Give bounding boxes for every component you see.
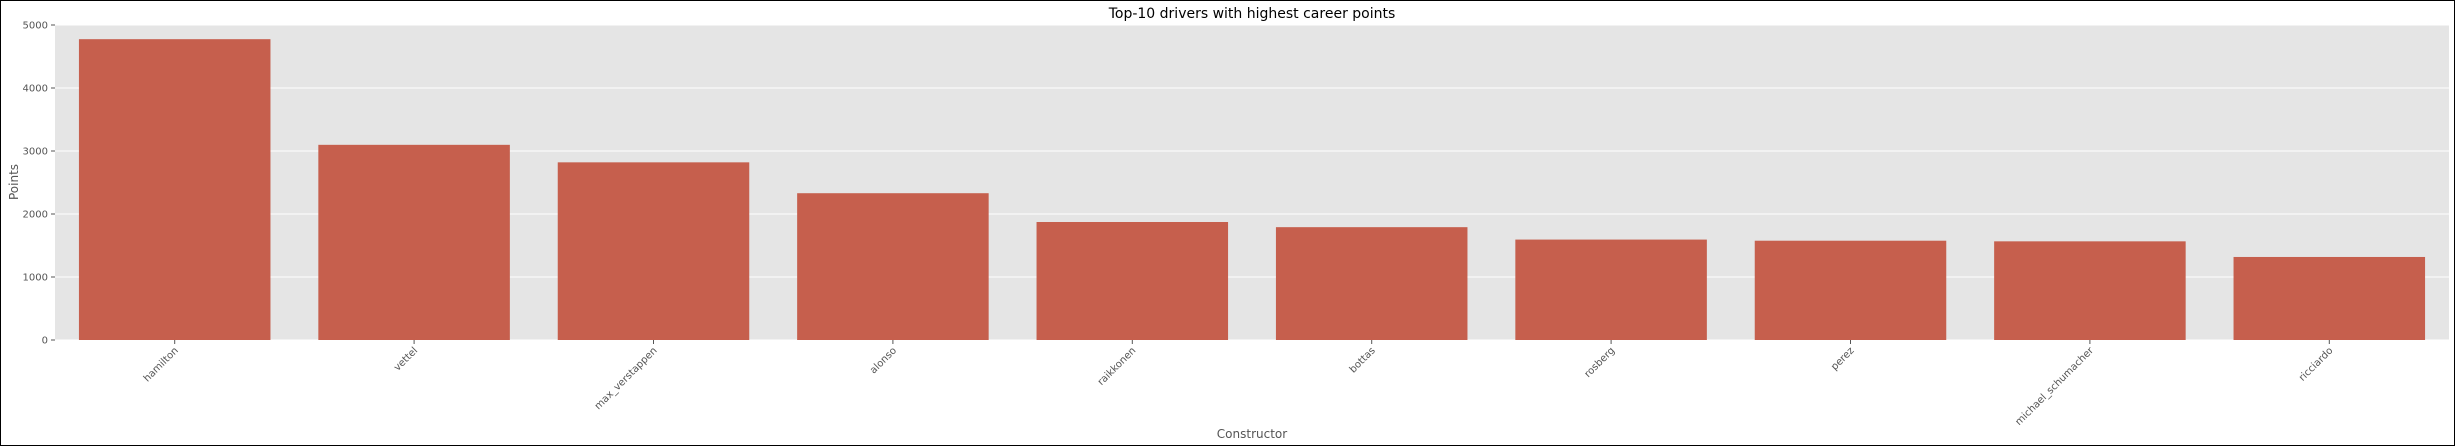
chart-title: Top-10 drivers with highest career point… xyxy=(1108,6,1396,22)
x-tick-label: ricciardo xyxy=(2297,345,2335,383)
bar-rosberg xyxy=(1515,239,1707,340)
bar-vettel xyxy=(318,144,510,340)
y-tick-label: 4000 xyxy=(23,84,48,95)
bar-raikkonen xyxy=(1036,222,1229,340)
x-axis-ticks: hamilton vettel max_verstappen alonso raikko… xyxy=(142,340,2335,428)
y-axis-ticks: 0 1000 2000 3000 4000 5000 xyxy=(23,21,55,347)
x-tick-label: perez xyxy=(1829,345,1856,372)
x-tick-label: max_verstappen xyxy=(593,345,660,412)
x-tick-label: hamilton xyxy=(142,345,181,384)
bar-bottas xyxy=(1275,227,1468,340)
bar-hamilton xyxy=(78,39,271,341)
bars xyxy=(78,39,2426,341)
y-axis-label: Points xyxy=(7,164,21,200)
bar-perez xyxy=(1754,240,1947,340)
x-axis-label: Constructor xyxy=(1217,427,1287,441)
y-tick-label: 3000 xyxy=(23,147,48,158)
x-tick-label: vettel xyxy=(392,345,420,373)
bar-michael_schumacher xyxy=(1994,241,2186,340)
y-tick-label: 0 xyxy=(42,336,48,347)
y-tick-label: 2000 xyxy=(23,210,48,221)
bar-alonso xyxy=(797,193,989,340)
y-tick-label: 5000 xyxy=(23,21,48,32)
x-tick-label: michael_schumacher xyxy=(2013,345,2096,428)
bar-max_verstappen xyxy=(557,162,750,340)
x-tick-label: alonso xyxy=(868,345,899,376)
x-tick-label: bottas xyxy=(1348,345,1378,375)
x-tick-label: rosberg xyxy=(1583,345,1618,380)
y-tick-label: 1000 xyxy=(23,273,48,284)
bar-ricciardo xyxy=(2233,256,2426,340)
x-tick-label: raikkonen xyxy=(1096,345,1139,388)
